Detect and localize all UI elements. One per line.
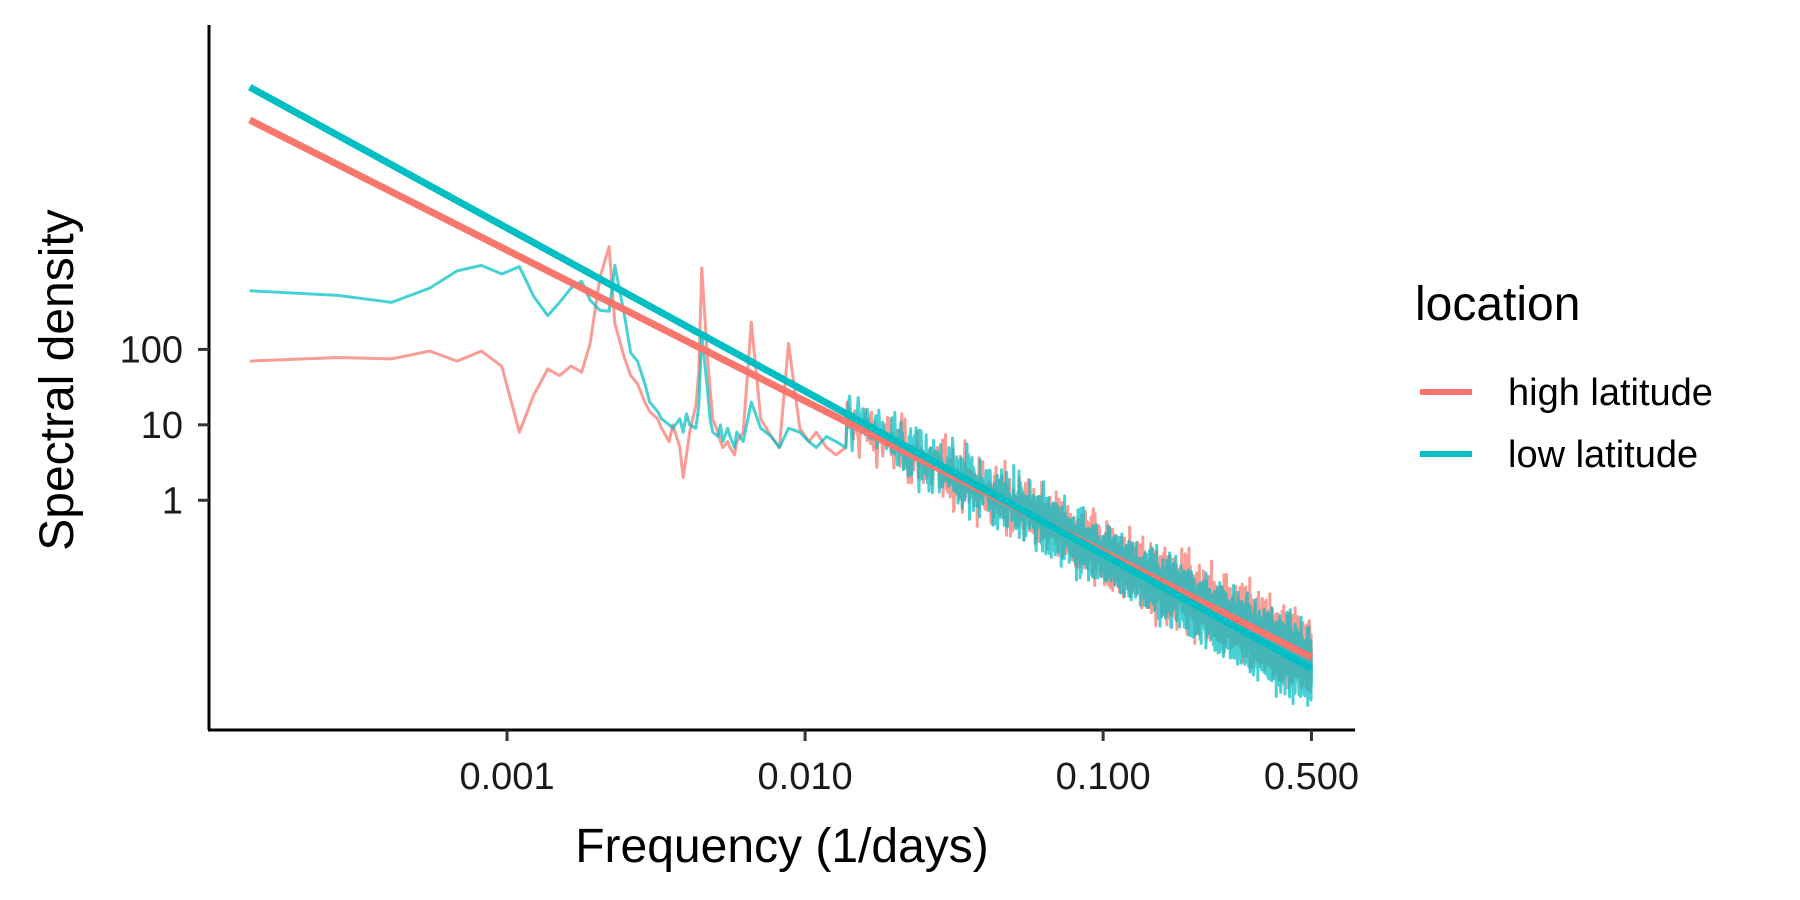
legend-label-low-latitude: low latitude — [1508, 434, 1698, 476]
y-axis-title: Spectral density — [31, 209, 84, 551]
legend: location high latitude low latitude — [1415, 278, 1713, 476]
y-tick-label: 10 — [141, 405, 183, 447]
fit-line-high-latitude — [248, 116, 1314, 661]
y-ticks: 1 10 100 — [120, 329, 209, 522]
legend-label-high-latitude: high latitude — [1508, 372, 1713, 414]
x-tick-label: 0.001 — [459, 756, 554, 798]
y-tick-label: 100 — [120, 329, 183, 371]
plot-series — [248, 84, 1314, 707]
x-ticks: 0.001 0.010 0.100 0.500 — [459, 730, 1359, 798]
x-tick-label: 0.100 — [1056, 756, 1151, 798]
spectrum-line-high-latitude — [249, 245, 1313, 693]
x-tick-label: 0.500 — [1264, 756, 1359, 798]
y-tick-label: 1 — [162, 480, 183, 522]
x-tick-label: 0.010 — [758, 756, 853, 798]
legend-title: location — [1415, 278, 1580, 331]
spectrum-line-low-latitude — [249, 263, 1313, 707]
x-axis-title: Frequency (1/days) — [575, 820, 989, 873]
fit-line-low-latitude — [248, 84, 1314, 672]
